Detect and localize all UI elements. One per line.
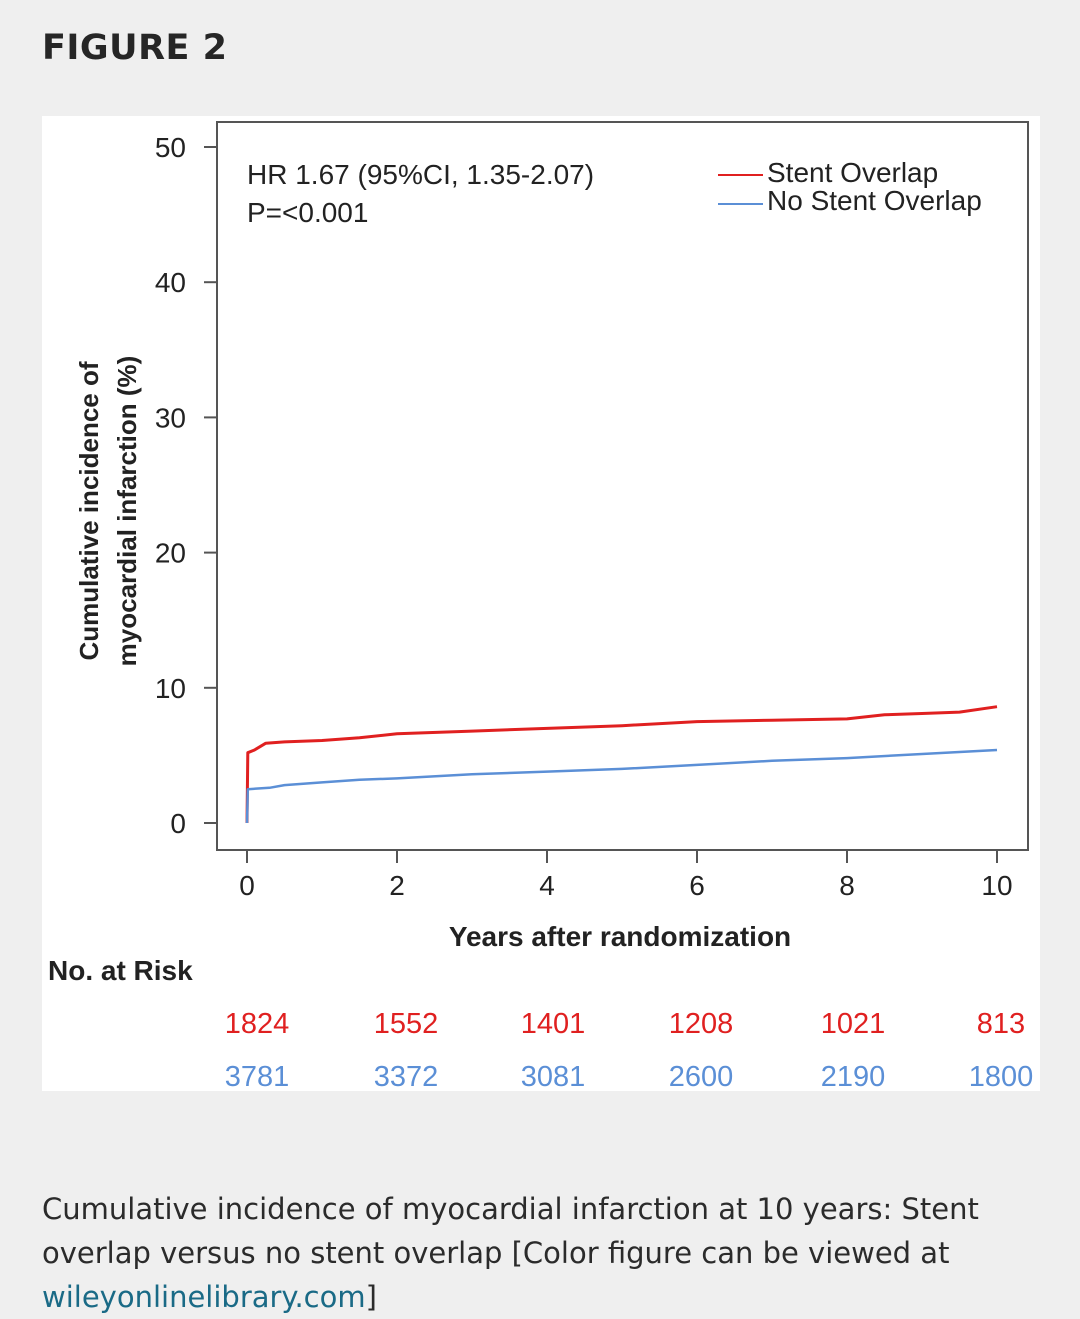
- x-tick-label: 2: [389, 870, 405, 901]
- y-axis-title-line-1: Cumulative incidence of: [74, 361, 104, 660]
- y-tick-label: 30: [155, 402, 186, 433]
- y-axis: 0 10 20 30 40 50: [155, 132, 217, 839]
- y-tick-label: 50: [155, 132, 186, 163]
- figure-panel: 0 10 20 30 40 50 0 2 4 6 8 10 HR 1.67 (95%CI, 1.35…: [42, 116, 1040, 1091]
- y-axis-title: Cumulative incidence of myocardial infar…: [74, 356, 142, 667]
- p-value-annotation: P=<0.001: [247, 197, 368, 228]
- x-tick-label: 10: [981, 870, 1012, 901]
- risk-count: 1552: [374, 1008, 439, 1040]
- km-chart: 0 10 20 30 40 50 0 2 4 6 8 10 HR 1.67 (95%CI, 1.35…: [48, 121, 1034, 1091]
- risk-table-title: No. at Risk: [48, 955, 193, 986]
- risk-table: 1824 1552 1401 1208 1021 813 3781 3372 3081 2600 2…: [225, 1008, 1034, 1091]
- figure-caption: Cumulative incidence of myocardial infar…: [42, 1187, 1032, 1319]
- x-axis: 0 2 4 6 8 10: [239, 850, 1013, 901]
- y-tick-label: 40: [155, 267, 186, 298]
- wiley-link[interactable]: wileyonlinelibrary.com: [42, 1280, 366, 1314]
- risk-count: 813: [977, 1008, 1025, 1040]
- risk-count: 1800: [969, 1061, 1034, 1091]
- risk-count: 3081: [521, 1061, 586, 1091]
- series-lines: [245, 705, 998, 824]
- figure-heading: FIGURE 2: [42, 28, 228, 68]
- x-tick-label: 6: [689, 870, 705, 901]
- y-tick-label: 20: [155, 538, 186, 569]
- risk-count: 3781: [225, 1061, 290, 1091]
- risk-count: 1401: [521, 1008, 586, 1040]
- risk-count: 2190: [821, 1061, 886, 1091]
- legend-label-stent-overlap: Stent Overlap: [767, 157, 938, 188]
- risk-count: 1021: [821, 1008, 886, 1040]
- legend: Stent Overlap No Stent Overlap: [718, 157, 982, 216]
- risk-count: 1824: [225, 1008, 290, 1040]
- caption-text: Cumulative incidence of myocardial infar…: [42, 1192, 979, 1270]
- series-line-no-stent-overlap: [245, 748, 998, 824]
- risk-count: 3372: [374, 1061, 439, 1091]
- legend-label-no-stent-overlap: No Stent Overlap: [767, 185, 982, 216]
- plot-frame: [216, 121, 1029, 851]
- y-axis-title-line-2: myocardial infarction (%): [112, 356, 142, 667]
- x-axis-title: Years after randomization: [449, 921, 791, 952]
- y-tick-label: 0: [170, 808, 186, 839]
- risk-count: 1208: [669, 1008, 734, 1040]
- x-tick-label: 0: [239, 870, 255, 901]
- x-tick-label: 8: [839, 870, 855, 901]
- y-tick-label: 10: [155, 673, 186, 704]
- series-line-stent-overlap: [245, 705, 998, 824]
- risk-count: 2600: [669, 1061, 734, 1091]
- caption-end: ]: [365, 1280, 377, 1314]
- hr-annotation: HR 1.67 (95%CI, 1.35-2.07): [247, 159, 594, 190]
- x-tick-label: 4: [539, 870, 555, 901]
